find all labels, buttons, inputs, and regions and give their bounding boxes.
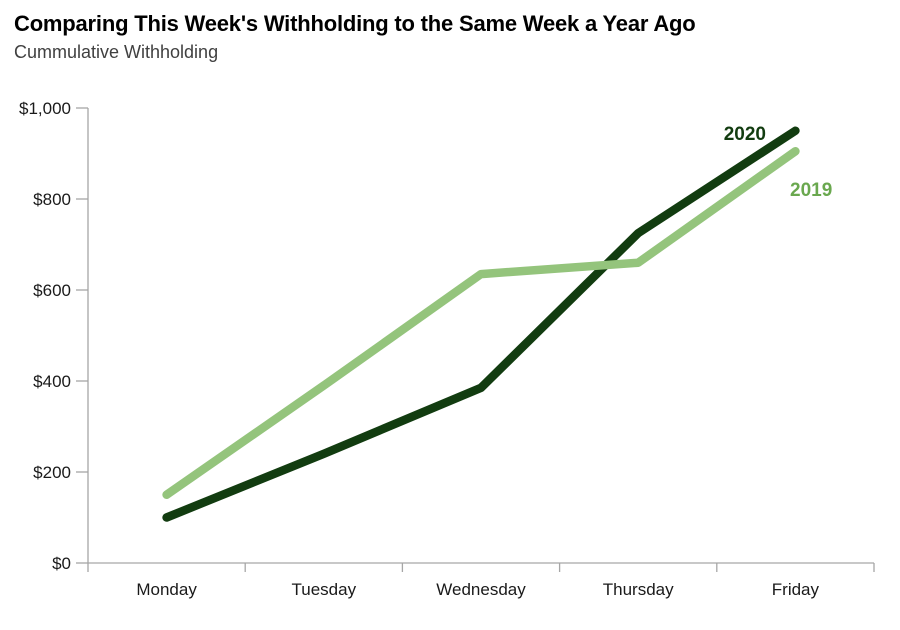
x-axis-tick-label: Tuesday	[292, 580, 357, 599]
y-axis-tick-label: $400	[33, 372, 71, 391]
y-axis-tick-label: $0	[52, 554, 71, 573]
y-axis-tick-label: $1,000	[19, 99, 71, 118]
series-line-2019	[162, 146, 800, 499]
x-axis-tick-label: Friday	[772, 580, 820, 599]
series-line-2020	[162, 126, 800, 522]
y-axis-tick-label: $800	[33, 190, 71, 209]
series-label-2019: 2019	[790, 180, 832, 201]
chart-header: Comparing This Week's Withholding to the…	[14, 10, 696, 63]
chart-title: Comparing This Week's Withholding to the…	[14, 11, 696, 36]
y-axis-tick-label: $600	[33, 281, 71, 300]
chart-subtitle: Cummulative Withholding	[14, 41, 219, 62]
x-axis-tick-label: Wednesday	[436, 580, 526, 599]
y-axis-tick-label: $200	[33, 463, 71, 482]
x-axis-tick-label: Monday	[136, 580, 197, 599]
x-axis-tick-label: Thursday	[603, 580, 674, 599]
series-label-2020: 2020	[724, 124, 766, 145]
